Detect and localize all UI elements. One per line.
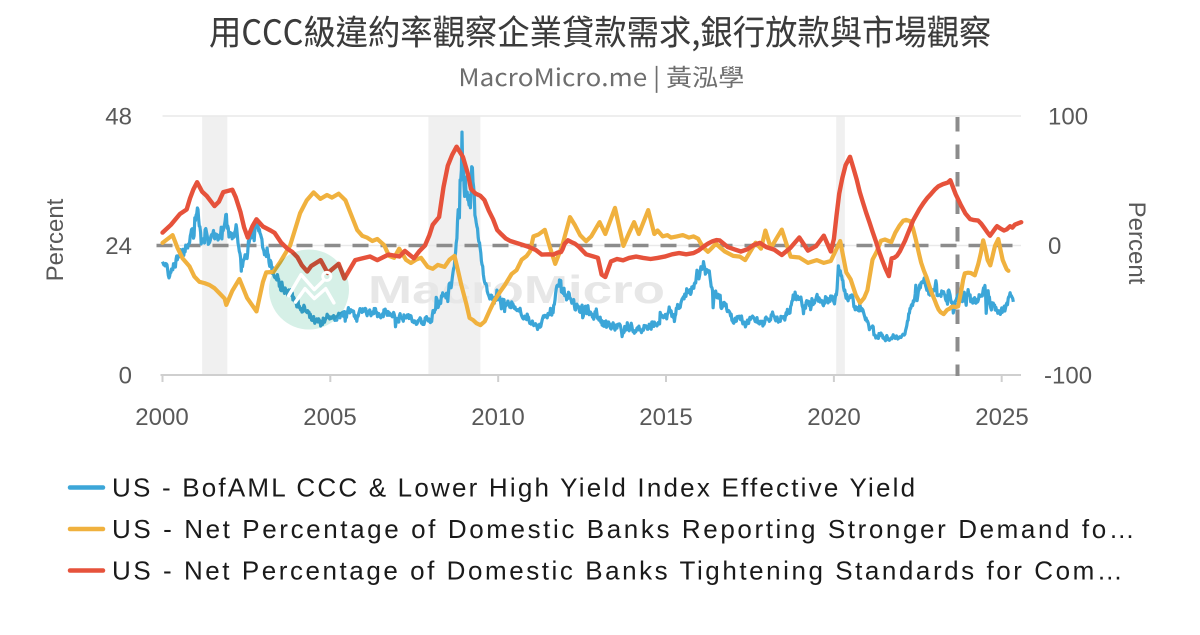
svg-text:0: 0: [119, 363, 132, 390]
svg-text:2005: 2005: [303, 404, 356, 431]
svg-text:48: 48: [105, 104, 132, 131]
svg-text:100: 100: [1048, 104, 1088, 131]
svg-text:MacroMicro: MacroMicro: [368, 269, 665, 312]
svg-text:2010: 2010: [471, 404, 524, 431]
svg-text:-100: -100: [1044, 363, 1092, 390]
svg-text:US - BofAML CCC & Lower High Y: US - BofAML CCC & Lower High Yield Index…: [112, 473, 917, 503]
svg-text:0: 0: [1048, 233, 1061, 260]
svg-text:Percent: Percent: [1123, 202, 1150, 285]
svg-text:Percent: Percent: [42, 198, 69, 281]
svg-text:2020: 2020: [807, 404, 860, 431]
svg-text:2025: 2025: [975, 404, 1028, 431]
svg-text:2015: 2015: [639, 404, 692, 431]
svg-text:US - Net Percentage of Domesti: US - Net Percentage of Domestic Banks Ti…: [112, 556, 1125, 586]
svg-text:US - Net Percentage of Domesti: US - Net Percentage of Domestic Banks Re…: [112, 514, 1137, 544]
svg-text:2000: 2000: [135, 404, 188, 431]
svg-text:24: 24: [105, 233, 132, 260]
